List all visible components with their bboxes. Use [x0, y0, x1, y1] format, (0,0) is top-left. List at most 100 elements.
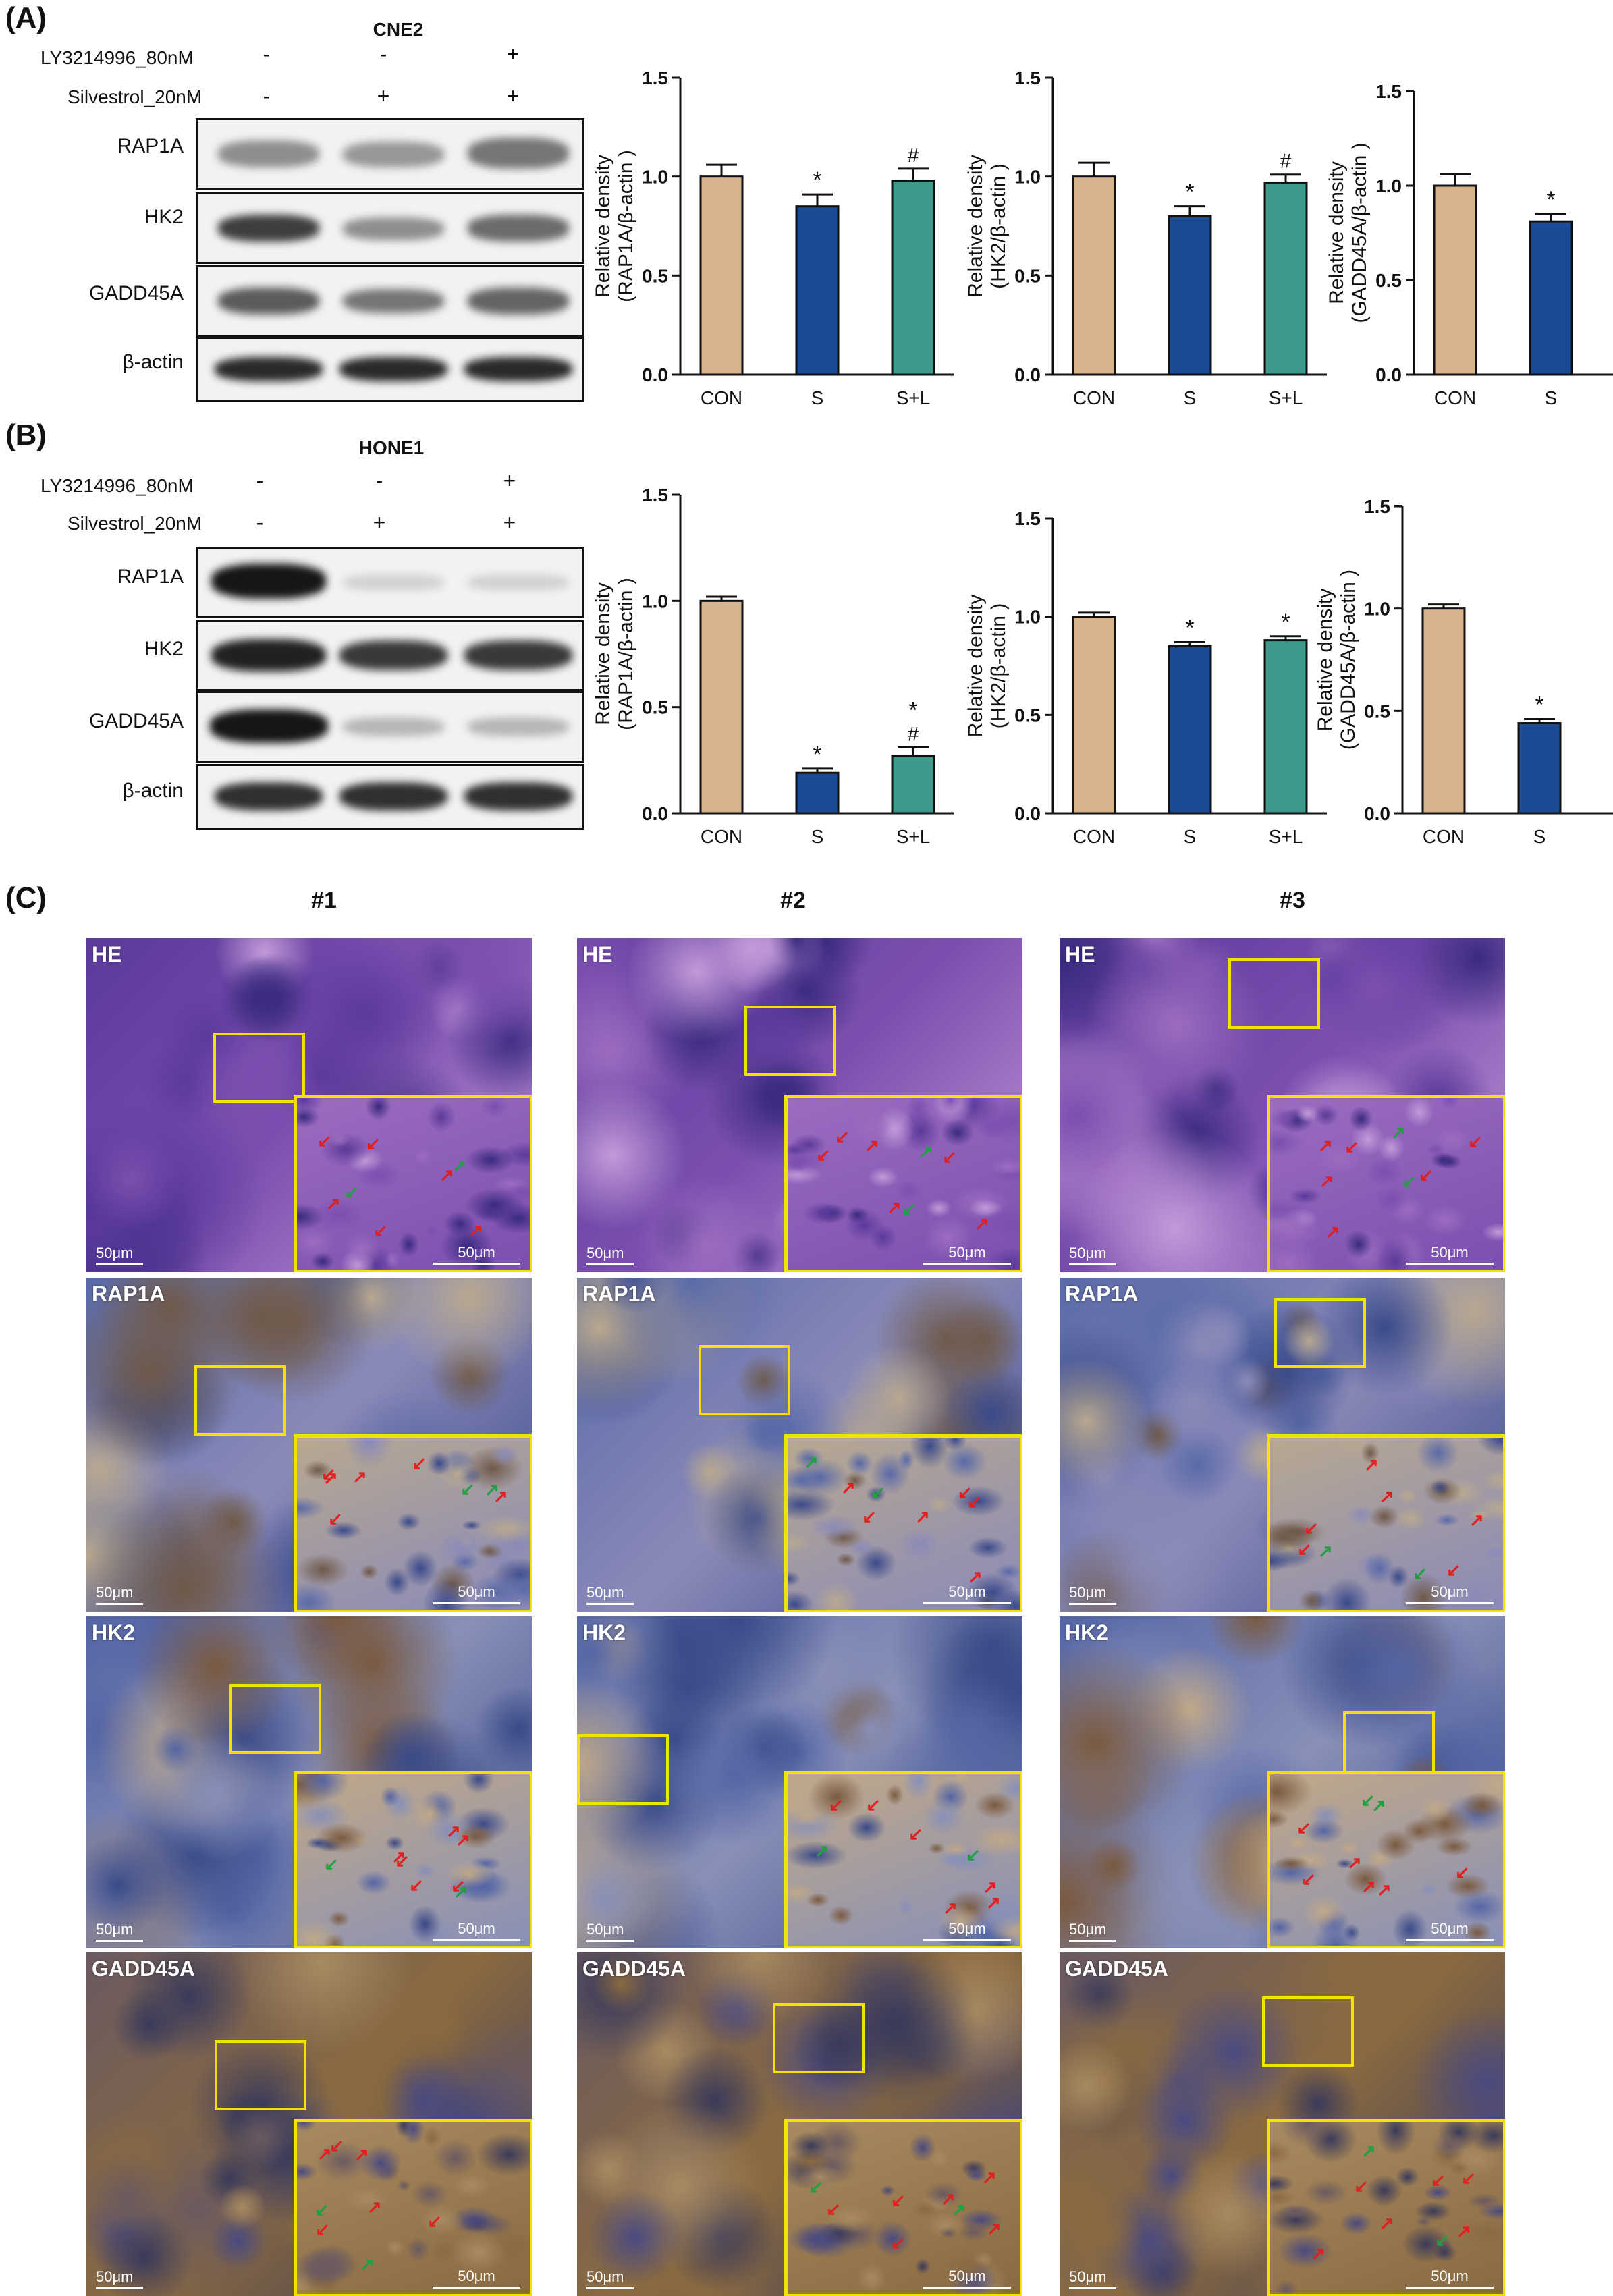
green-arrow-icon: ↗: [1391, 1122, 1406, 1143]
green-arrow-icon: ↙: [1435, 2230, 1450, 2250]
scale-bar: 50μm: [96, 2268, 143, 2289]
red-arrow-icon: ↙: [366, 1133, 381, 1153]
tissue-image-rap1a-2: RAP1A 50μm ↙ ↗ ↙ ↗ ↙ ↗ ↙ ↗ 50μm: [577, 1278, 1022, 1612]
bar-con: [1421, 607, 1466, 815]
red-arrow-icon: ↙: [1301, 1869, 1316, 1889]
y-tick-label: 1.5: [1364, 496, 1390, 517]
green-arrow-icon: ↗: [485, 1479, 499, 1500]
scale-bar: 50μm: [1069, 2268, 1116, 2289]
panel-a-ly-label: LY3214996_80nM: [40, 47, 194, 68]
inset-scale-bar: 50μm: [1406, 2268, 1494, 2289]
panel-a-sil-sign-2: +: [377, 84, 390, 108]
red-arrow-icon: ↗: [456, 1830, 470, 1850]
stain-label: HE: [1065, 942, 1095, 966]
significance-mark: *: [908, 697, 917, 723]
x-tick-label: CON: [1073, 387, 1115, 408]
panel-b-ly-sign-3: +: [503, 468, 516, 493]
inset-scale-bar: 50μm: [433, 1920, 520, 1941]
red-arrow-icon: ↙: [826, 2199, 841, 2219]
panel-b-band-label-rap1a: RAP1A: [117, 566, 184, 588]
y-tick-label: 0.5: [642, 265, 668, 286]
y-axis-label: (RAP1A/β-actin ): [615, 150, 637, 302]
red-arrow-icon: ↗: [323, 1468, 338, 1488]
significance-mark: *: [1546, 187, 1555, 213]
inset-scale-bar-label: 50μm: [948, 2268, 986, 2285]
significance-mark: #: [1280, 151, 1292, 173]
inset-scale-bar-label: 50μm: [948, 1244, 986, 1261]
x-tick-label: CON: [1423, 826, 1465, 847]
panel-a-silvestrol-label: Silvestrol_20nM: [67, 86, 202, 107]
tissue-image-gadd45a-3: GADD45A 50μm ↙ ↗ ↙ ↗ ↙ ↗ ↙ ↗ 50μm: [1060, 1952, 1505, 2296]
red-arrow-icon: ↗: [468, 1220, 483, 1240]
scale-bar-label: 50μm: [1069, 2268, 1107, 2285]
scale-bar: 50μm: [1069, 1245, 1116, 1265]
panel-b-sil-sign-1: -: [256, 510, 264, 535]
scale-bar: 50μm: [586, 1245, 634, 1265]
significance-mark: *: [1535, 692, 1543, 717]
selection-box: [1274, 1298, 1366, 1368]
stain-label: RAP1A: [1065, 1282, 1139, 1306]
magnified-inset: ↙ ↗ ↙ ↗ ↙ ↗ ↙ ↗ 50μm: [1267, 1771, 1505, 1948]
green-arrow-icon: ↗: [1318, 1541, 1333, 1561]
magnified-inset: ↙ ↗ ↙ ↗ ↙ ↗ ↙ ↗ 50μm: [784, 1434, 1022, 1612]
bar-con: [1072, 175, 1116, 376]
red-arrow-icon: ↙: [317, 1130, 332, 1151]
bar-s: [795, 205, 840, 376]
red-arrow-icon: ↙: [1468, 1131, 1483, 1151]
scale-bar-label: 50μm: [96, 2268, 134, 2285]
red-arrow-icon: ↗: [1318, 1135, 1333, 1155]
selection-box: [773, 2003, 865, 2073]
magnified-inset: ↙ ↗ ↙ ↗ ↙ ↗ ↙ ↗ 50μm: [294, 2119, 532, 2296]
scale-bar: 50μm: [96, 1584, 143, 1605]
panel-a-label: (A): [5, 1, 47, 34]
red-arrow-icon: ↗: [982, 2167, 997, 2187]
stain-label: HK2: [1065, 1620, 1109, 1645]
red-arrow-icon: ↙: [1344, 1137, 1359, 1157]
red-arrow-icon: ↗: [354, 2144, 369, 2164]
green-arrow-icon: ↙: [460, 1479, 475, 1499]
inset-scale-bar-label: 50μm: [948, 1920, 986, 1937]
inset-scale-bar: 50μm: [433, 1244, 520, 1265]
green-arrow-icon: ↙: [315, 2199, 329, 2220]
inset-scale-bar-label: 50μm: [458, 2268, 495, 2285]
green-arrow-icon: ↙: [1402, 1171, 1417, 1191]
y-tick-label: 1.5: [1014, 67, 1041, 88]
green-arrow-icon: ↙: [344, 1182, 359, 1202]
panel-b-sil-sign-2: +: [373, 510, 386, 535]
y-tick-label: 0.5: [1014, 705, 1041, 726]
green-arrow-icon: ↙: [966, 1844, 981, 1865]
y-axis-label: (HK2/β-actin ): [987, 603, 1010, 729]
y-tick-label: 1.0: [642, 167, 668, 188]
red-arrow-icon: ↙: [866, 1795, 881, 1815]
red-arrow-icon: ↙: [1297, 1539, 1312, 1559]
stain-label: HK2: [92, 1620, 136, 1645]
green-arrow-icon: ↙: [324, 1854, 339, 1874]
selection-box: [194, 1365, 286, 1436]
y-axis-label: Relative density: [1314, 589, 1336, 732]
bar-con: [699, 175, 744, 376]
selection-box: [699, 1345, 790, 1415]
panel-a-blot-gadd45a: [196, 265, 584, 337]
x-tick-label: CON: [701, 387, 742, 408]
green-arrow-icon: ↙: [809, 2177, 823, 2197]
red-arrow-icon: ↙: [958, 1482, 973, 1502]
tissue-image-gadd45a-1: GADD45A 50μm ↙ ↗ ↙ ↗ ↙ ↗ ↙ ↗ 50μm: [86, 1952, 532, 2296]
red-arrow-icon: ↙: [967, 1492, 982, 1512]
inset-scale-bar: 50μm: [923, 1244, 1011, 1265]
red-arrow-icon: ↗: [1364, 1454, 1379, 1475]
bar-s: [1517, 722, 1562, 815]
red-arrow-icon: ↗: [391, 1847, 406, 1867]
x-tick-label: S: [811, 826, 824, 847]
green-arrow-icon: ↙: [902, 1199, 917, 1219]
red-arrow-icon: ↗: [987, 2218, 1002, 2239]
inset-scale-bar: 50μm: [923, 1920, 1011, 1941]
inset-scale-bar-label: 50μm: [1431, 1583, 1469, 1600]
panel-a-sil-sign-3: +: [506, 84, 520, 108]
column-title-1: #1: [311, 887, 337, 913]
tissue-image-rap1a-3: RAP1A 50μm ↙ ↗ ↙ ↗ ↙ ↗ ↙ ↗ 50μm: [1060, 1278, 1505, 1612]
bar-s: [795, 771, 840, 815]
inset-scale-bar: 50μm: [923, 2268, 1011, 2289]
y-axis-label: Relative density: [964, 155, 987, 298]
y-tick-label: 0.5: [1375, 270, 1402, 291]
green-arrow-icon: ↙: [871, 1482, 885, 1502]
